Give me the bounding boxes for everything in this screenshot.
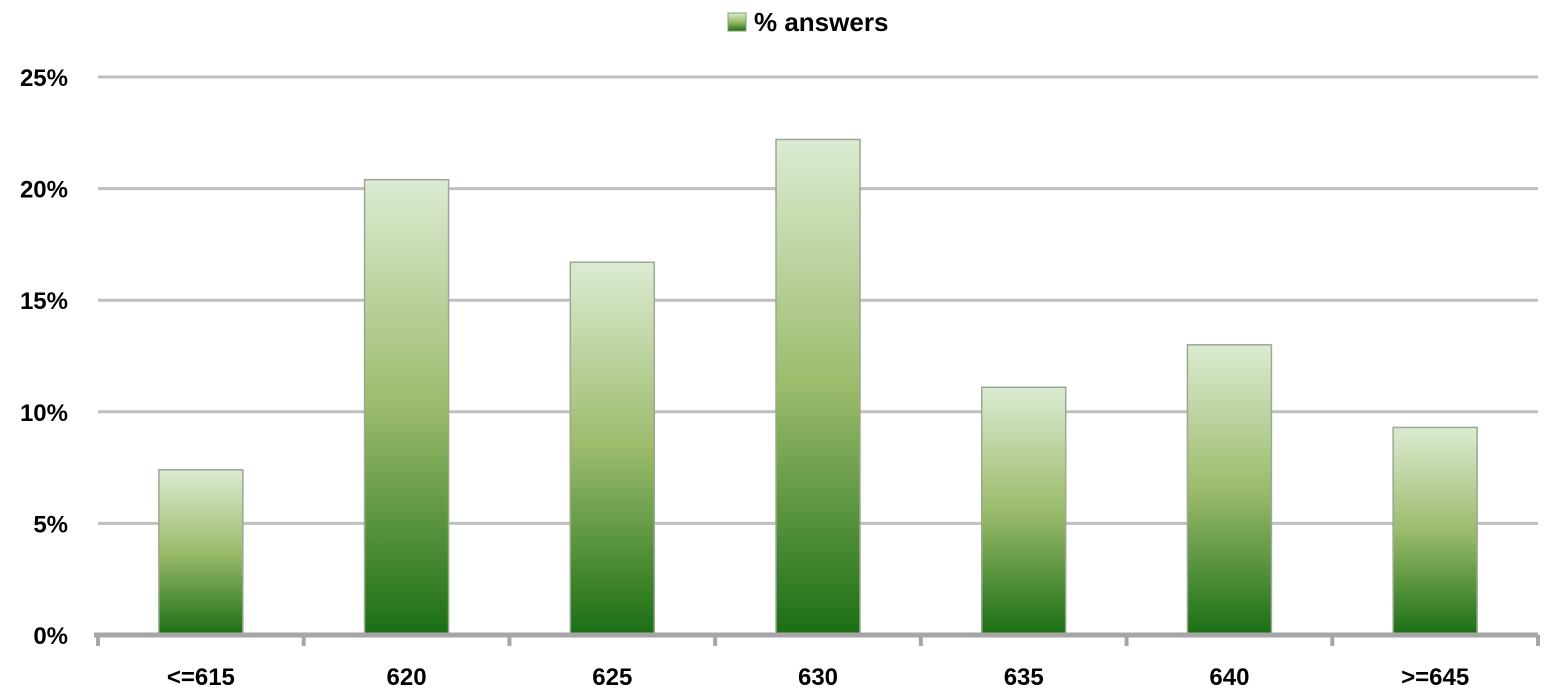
y-tick-label: 5% bbox=[33, 511, 68, 538]
bar bbox=[158, 469, 244, 636]
bars bbox=[158, 138, 1478, 636]
legend: % answers bbox=[727, 7, 888, 37]
x-axis-labels: <=615 620 625 630 635 640 >=645 bbox=[167, 664, 1469, 691]
legend-swatch bbox=[727, 12, 747, 32]
bar bbox=[775, 138, 861, 636]
bar bbox=[363, 178, 450, 636]
bar bbox=[1186, 344, 1273, 636]
y-tick-label: 10% bbox=[20, 400, 68, 427]
x-tick-label: 630 bbox=[798, 664, 838, 691]
y-tick-label: 0% bbox=[33, 623, 68, 650]
bar bbox=[980, 386, 1067, 636]
bar bbox=[1392, 426, 1478, 636]
y-axis-ticks: 0% 5% 10% 15% 20% 25% bbox=[20, 65, 68, 650]
legend-label: % answers bbox=[754, 7, 888, 37]
x-axis bbox=[94, 632, 1540, 646]
x-tick-label: 635 bbox=[1004, 664, 1044, 691]
x-tick-label: 640 bbox=[1209, 664, 1249, 691]
x-tick-label: 625 bbox=[592, 664, 632, 691]
x-tick-label: 620 bbox=[387, 664, 427, 691]
bar bbox=[569, 261, 656, 636]
y-tick-label: 15% bbox=[20, 288, 68, 315]
y-tick-label: 20% bbox=[20, 177, 68, 204]
x-tick-label: <=615 bbox=[167, 664, 235, 691]
x-tick-label: >=645 bbox=[1401, 664, 1469, 691]
y-tick-label: 25% bbox=[20, 65, 68, 92]
